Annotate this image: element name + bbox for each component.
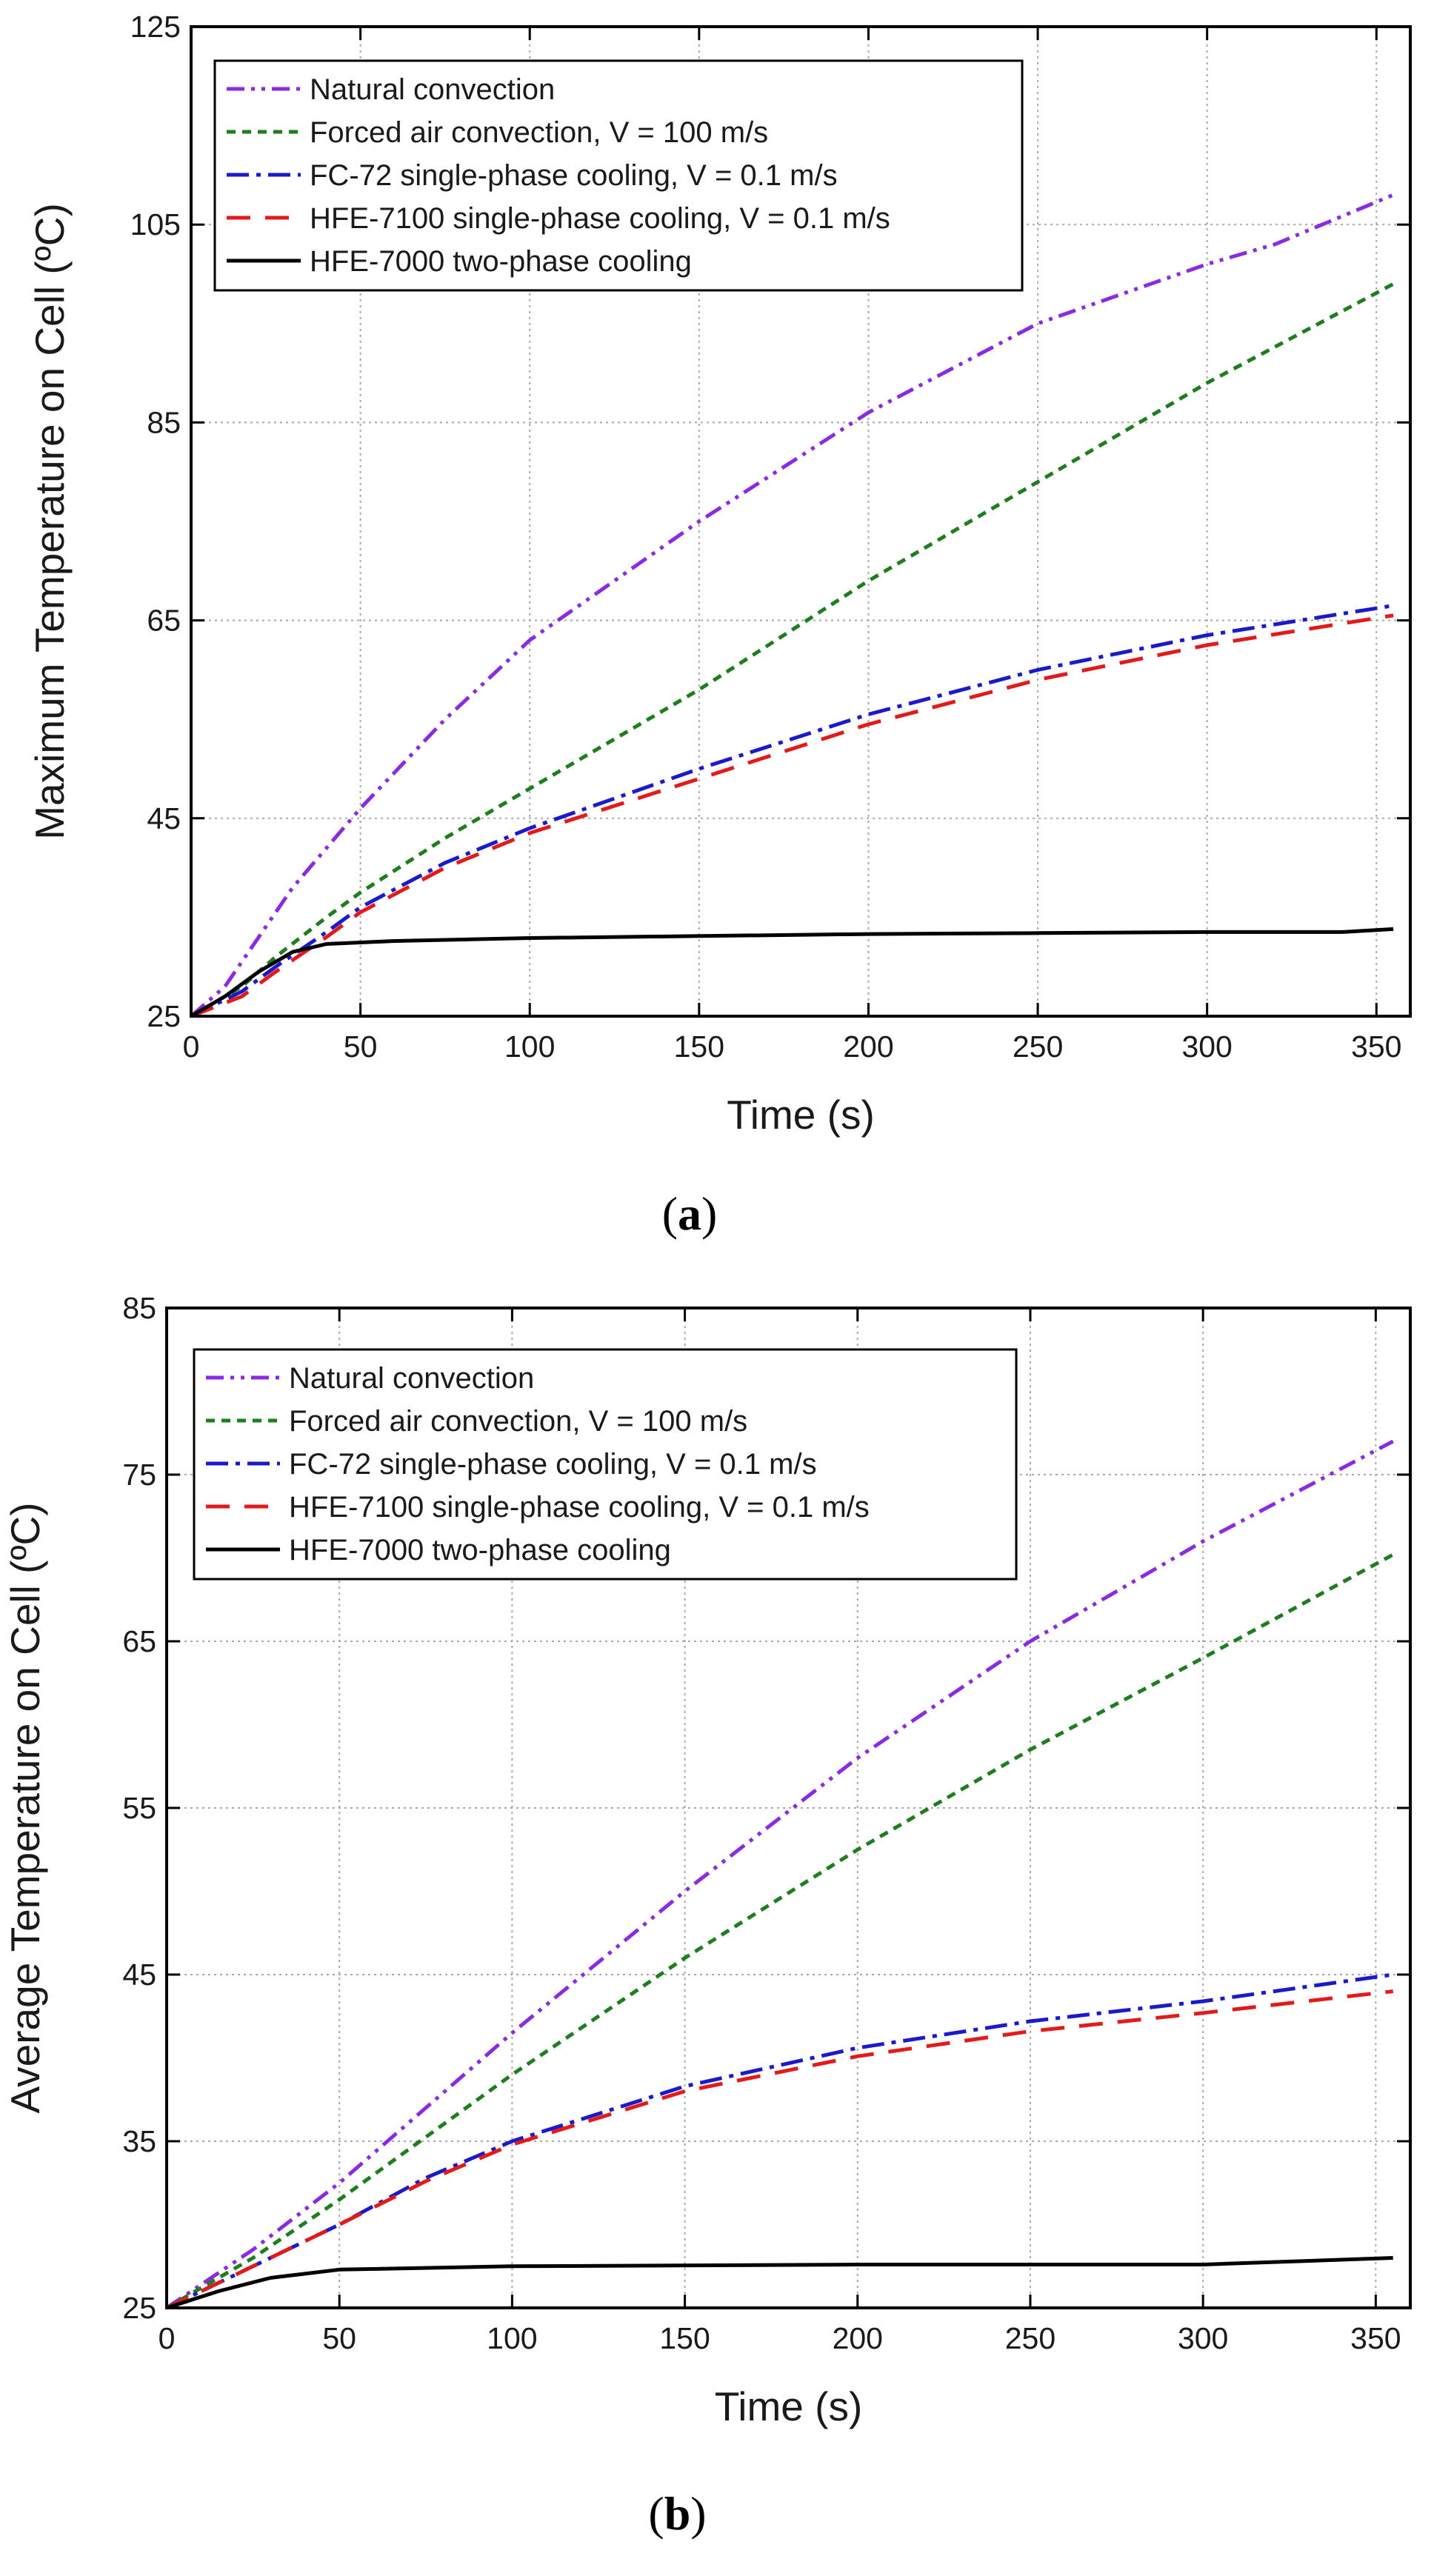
y-axis-label: Maximum Temperature on Cell (ºC) [27, 203, 73, 840]
legend-label: FC-72 single-phase cooling, V = 0.1 m/s [289, 1448, 817, 1481]
y-axis-label: Average Temperature on Cell (ºC) [2, 1502, 48, 2113]
y-tick-label: 45 [122, 1958, 156, 1992]
series-line-4 [190, 613, 1394, 1018]
x-tick-label: 0 [159, 2321, 176, 2355]
y-tick-label: 65 [147, 604, 181, 638]
legend: Natural convection Forced air convection,… [193, 1348, 1018, 1581]
panel-caption: (b) [648, 2487, 706, 2540]
y-tick-label: 55 [122, 1791, 156, 1825]
series-line-4 [165, 1989, 1393, 2310]
legend-label: HFE-7000 two-phase cooling [310, 245, 692, 278]
y-tick-label: 85 [147, 405, 181, 439]
x-tick-label: 200 [833, 2321, 883, 2355]
series-line-5 [190, 927, 1394, 1018]
y-tick-label: 125 [130, 10, 181, 44]
x-tick-label: 300 [1178, 2321, 1228, 2355]
x-tick-label: 150 [674, 1030, 724, 1064]
plot-frame [190, 25, 1412, 1018]
legend-label: Forced air convection, V = 100 m/s [289, 1405, 747, 1438]
legend-label: HFE-7000 two-phase cooling [289, 1534, 671, 1566]
x-tick-label: 200 [843, 1030, 893, 1064]
y-tick-label: 25 [122, 2291, 156, 2325]
series-line-1 [165, 1439, 1394, 2310]
x-tick-label: 50 [344, 1030, 378, 1064]
x-tick-label: 0 [183, 1030, 200, 1064]
y-tick-label: 75 [122, 1458, 156, 1492]
legend-label: Forced air convection, V = 100 m/s [310, 116, 768, 149]
x-tick-label: 350 [1351, 1030, 1401, 1064]
legend: Natural convection Forced air convection,… [213, 59, 1024, 292]
legend-label: HFE-7100 single-phase cooling, V = 0.1 m… [310, 202, 890, 235]
series-line-3 [165, 1972, 1394, 2310]
y-tick-label: 45 [147, 801, 181, 835]
chart-a: 0 50 100 150 200 250 300 350 25 45 65 85 105 125 Time … [27, 10, 1412, 1240]
series-line-1 [190, 193, 1395, 1018]
panel-caption: (a) [662, 1187, 718, 1240]
y-tick-label: 105 [130, 207, 181, 241]
x-tick-label: 250 [1005, 2321, 1056, 2355]
series-line-2 [190, 282, 1395, 1018]
x-tick-label: 300 [1181, 1030, 1232, 1064]
x-tick-label: 350 [1350, 2321, 1401, 2355]
legend-box [213, 59, 1024, 292]
chart-b: 0 50 100 150 200 250 300 350 25 35 45 55 65 75 85 Time … [2, 1291, 1412, 2540]
panel-caption-letter: b [664, 2487, 691, 2540]
legend-label: Natural convection [289, 1362, 534, 1395]
x-tick-label: 250 [1013, 1030, 1063, 1064]
series-line-2 [165, 1552, 1394, 2310]
legend-label: FC-72 single-phase cooling, V = 0.1 m/s [310, 159, 838, 192]
x-axis-label: Time (s) [715, 2383, 863, 2429]
x-tick-label: 100 [487, 2321, 537, 2355]
panel-caption-letter: a [678, 1187, 701, 1240]
x-tick-label: 100 [504, 1030, 555, 1064]
legend-box [193, 1348, 1018, 1581]
legend-label: Natural convection [310, 73, 555, 106]
x-tick-label: 150 [659, 2321, 710, 2355]
y-tick-label: 25 [147, 999, 181, 1033]
x-axis-label: Time (s) [727, 1092, 875, 1138]
y-tick-label: 85 [122, 1291, 156, 1325]
series-line-5 [166, 2256, 1393, 2310]
y-tick-label: 35 [122, 2124, 156, 2158]
x-tick-label: 50 [322, 2321, 356, 2355]
legend-label: HFE-7100 single-phase cooling, V = 0.1 m… [289, 1491, 870, 1524]
series-line-3 [190, 604, 1394, 1018]
y-tick-label: 65 [122, 1624, 156, 1658]
